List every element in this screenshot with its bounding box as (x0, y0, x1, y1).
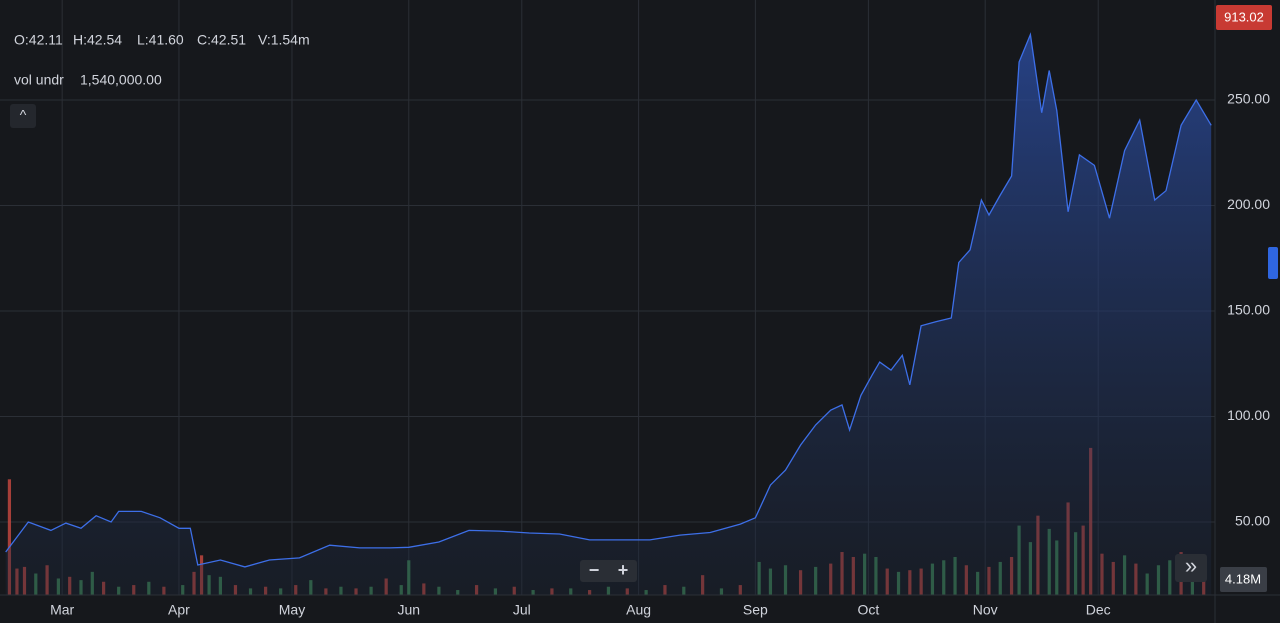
last-price-badge (1216, 5, 1272, 30)
price-line (5, 32, 1212, 568)
scroll-icon[interactable]: » (1185, 553, 1197, 578)
x-tick-label: Aug (626, 602, 651, 618)
collapse-button[interactable] (10, 104, 36, 128)
y-tick-label: 150.00 (1227, 302, 1270, 318)
ohlc-volume: V:1.54m (258, 32, 310, 48)
y-tick-label: 200.00 (1227, 196, 1270, 212)
x-tick-label: Jun (397, 602, 420, 618)
volume-badge (1220, 567, 1267, 592)
x-tick-label: Oct (858, 602, 880, 618)
y-tick-label: 250.00 (1227, 91, 1270, 107)
x-tick-label: Apr (168, 602, 190, 618)
x-tick-label: Mar (50, 602, 74, 618)
x-tick-label: Dec (1086, 602, 1111, 618)
side-tab[interactable] (1268, 247, 1278, 279)
volume-bar (7, 479, 12, 595)
ohlc-low: L:41.60 (137, 32, 184, 48)
study-name: vol undr (14, 72, 64, 88)
ohlc-high: H:42.54 (73, 32, 122, 48)
volume-badge-text: 4.18M (1225, 571, 1261, 586)
y-tick-label: 50.00 (1235, 513, 1270, 529)
x-tick-label: Jul (513, 602, 531, 618)
x-tick-label: May (279, 602, 305, 618)
x-tick-label: Sep (743, 602, 768, 618)
ohlc-close: C:42.51 (197, 32, 246, 48)
study-value: 1,540,000.00 (80, 72, 162, 88)
last-price-text: 913.02 (1224, 9, 1264, 24)
scroll-button[interactable] (1175, 554, 1207, 582)
collapse-icon[interactable]: ^ (20, 107, 27, 123)
ohlc-open: O:42.11 (14, 32, 63, 48)
zoom-in[interactable]: + (618, 560, 629, 580)
price-area (5, 34, 1212, 596)
zoom-out[interactable]: − (589, 560, 600, 580)
header: O:42.11 H:42.54 L:41.60 C:42.51 V:1.54m … (10, 32, 310, 128)
zoom-controls (580, 560, 637, 582)
y-tick-label: 100.00 (1227, 407, 1270, 423)
x-tick-label: Nov (973, 602, 998, 618)
